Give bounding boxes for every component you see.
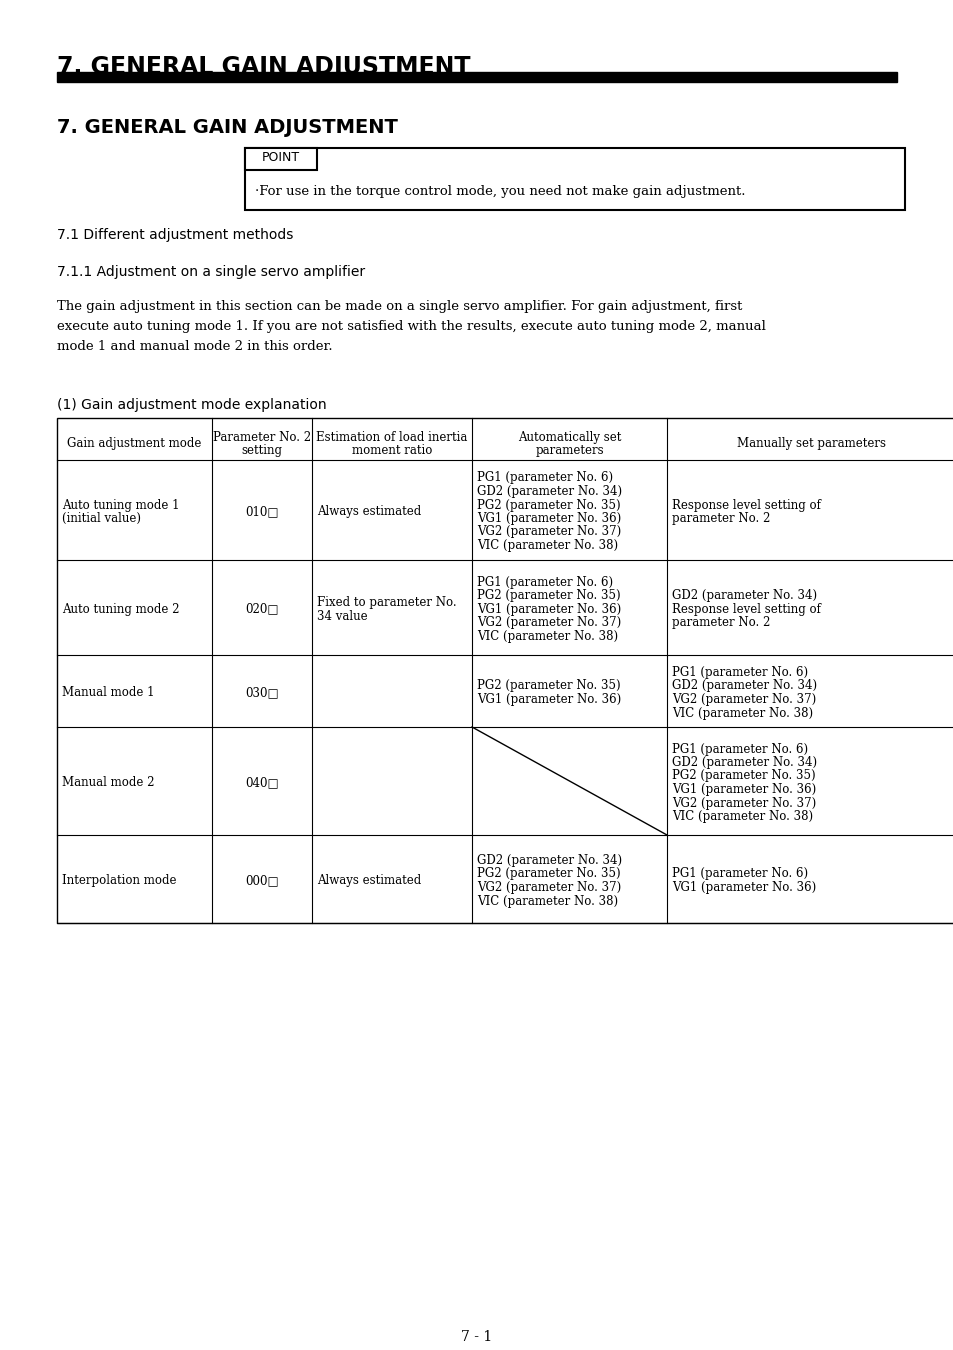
Text: parameters: parameters	[535, 444, 603, 458]
Text: VG1 (parameter No. 36): VG1 (parameter No. 36)	[476, 602, 620, 616]
Text: Response level setting of: Response level setting of	[671, 498, 820, 512]
Text: VG2 (parameter No. 37): VG2 (parameter No. 37)	[476, 616, 620, 629]
Text: Manually set parameters: Manually set parameters	[737, 437, 885, 451]
Text: 7. GENERAL GAIN ADJUSTMENT: 7. GENERAL GAIN ADJUSTMENT	[57, 117, 397, 136]
Text: Parameter No. 2: Parameter No. 2	[213, 431, 311, 444]
Bar	[57, 418, 953, 923]
Text: 7.1 Different adjustment methods: 7.1 Different adjustment methods	[57, 228, 294, 242]
Text: parameter No. 2: parameter No. 2	[671, 512, 770, 525]
Text: 7.1.1 Adjustment on a single servo amplifier: 7.1.1 Adjustment on a single servo ampli…	[57, 265, 365, 279]
Text: Always estimated: Always estimated	[316, 505, 421, 518]
Text: (1) Gain adjustment mode explanation: (1) Gain adjustment mode explanation	[57, 398, 326, 412]
Text: 030□: 030□	[245, 686, 278, 699]
Text: Auto tuning mode 1: Auto tuning mode 1	[62, 498, 179, 512]
Text: PG2 (parameter No. 35): PG2 (parameter No. 35)	[476, 498, 620, 512]
Text: VG1 (parameter No. 36): VG1 (parameter No. 36)	[476, 512, 620, 525]
Text: moment ratio: moment ratio	[352, 444, 432, 458]
Text: VIC (parameter No. 38): VIC (parameter No. 38)	[671, 706, 812, 720]
Text: GD2 (parameter No. 34): GD2 (parameter No. 34)	[476, 855, 621, 867]
Text: GD2 (parameter No. 34): GD2 (parameter No. 34)	[476, 485, 621, 498]
Text: 020□: 020□	[245, 602, 278, 616]
Text: 040□: 040□	[245, 776, 278, 790]
Text: Always estimated: Always estimated	[316, 875, 421, 887]
Text: execute auto tuning mode 1. If you are not satisfied with the results, execute a: execute auto tuning mode 1. If you are n…	[57, 320, 765, 333]
Text: VG2 (parameter No. 37): VG2 (parameter No. 37)	[671, 796, 816, 810]
Text: parameter No. 2: parameter No. 2	[671, 616, 770, 629]
Text: Manual mode 1: Manual mode 1	[62, 686, 154, 699]
Text: VG1 (parameter No. 36): VG1 (parameter No. 36)	[671, 882, 816, 894]
Text: VIC (parameter No. 38): VIC (parameter No. 38)	[476, 895, 618, 907]
Text: VG1 (parameter No. 36): VG1 (parameter No. 36)	[671, 783, 816, 796]
Text: Estimation of load inertia: Estimation of load inertia	[316, 431, 467, 444]
Text: VG2 (parameter No. 37): VG2 (parameter No. 37)	[476, 882, 620, 894]
Text: VG2 (parameter No. 37): VG2 (parameter No. 37)	[476, 525, 620, 539]
Text: GD2 (parameter No. 34): GD2 (parameter No. 34)	[671, 679, 817, 693]
Text: The gain adjustment in this section can be made on a single servo amplifier. For: The gain adjustment in this section can …	[57, 300, 741, 313]
Text: PG2 (parameter No. 35): PG2 (parameter No. 35)	[476, 679, 620, 693]
Text: GD2 (parameter No. 34): GD2 (parameter No. 34)	[671, 756, 817, 770]
Text: VG2 (parameter No. 37): VG2 (parameter No. 37)	[671, 693, 816, 706]
Text: Automatically set: Automatically set	[517, 431, 620, 444]
Text: PG1 (parameter No. 6): PG1 (parameter No. 6)	[671, 868, 807, 880]
Text: PG2 (parameter No. 35): PG2 (parameter No. 35)	[476, 868, 620, 880]
Text: 7. GENERAL GAIN ADJUSTMENT: 7. GENERAL GAIN ADJUSTMENT	[57, 55, 470, 80]
Text: Interpolation mode: Interpolation mode	[62, 875, 176, 887]
Text: 7 - 1: 7 - 1	[461, 1330, 492, 1345]
Text: 34 value: 34 value	[316, 609, 367, 622]
Text: PG1 (parameter No. 6): PG1 (parameter No. 6)	[671, 666, 807, 679]
Text: VG1 (parameter No. 36): VG1 (parameter No. 36)	[476, 693, 620, 706]
Text: 010□: 010□	[245, 505, 278, 518]
Text: Fixed to parameter No.: Fixed to parameter No.	[316, 595, 456, 609]
Text: Auto tuning mode 2: Auto tuning mode 2	[62, 602, 179, 616]
Text: 000□: 000□	[245, 875, 278, 887]
Text: PG2 (parameter No. 35): PG2 (parameter No. 35)	[671, 769, 815, 783]
Text: Gain adjustment mode: Gain adjustment mode	[68, 437, 201, 451]
Text: ·For use in the torque control mode, you need not make gain adjustment.: ·For use in the torque control mode, you…	[254, 185, 744, 198]
Text: VIC (parameter No. 38): VIC (parameter No. 38)	[476, 539, 618, 552]
Text: VIC (parameter No. 38): VIC (parameter No. 38)	[671, 810, 812, 824]
Text: PG1 (parameter No. 6): PG1 (parameter No. 6)	[671, 743, 807, 756]
Text: setting: setting	[241, 444, 282, 458]
Text: POINT: POINT	[262, 151, 300, 163]
Text: Manual mode 2: Manual mode 2	[62, 776, 154, 790]
Bar	[57, 72, 896, 82]
Text: GD2 (parameter No. 34): GD2 (parameter No. 34)	[671, 589, 817, 602]
Text: VIC (parameter No. 38): VIC (parameter No. 38)	[476, 629, 618, 643]
Bar	[245, 148, 904, 211]
Text: PG1 (parameter No. 6): PG1 (parameter No. 6)	[476, 471, 613, 485]
Text: Response level setting of: Response level setting of	[671, 602, 820, 616]
Text: PG2 (parameter No. 35): PG2 (parameter No. 35)	[476, 589, 620, 602]
Text: mode 1 and manual mode 2 in this order.: mode 1 and manual mode 2 in this order.	[57, 340, 333, 352]
Bar	[245, 148, 316, 170]
Text: (initial value): (initial value)	[62, 512, 141, 525]
Text: PG1 (parameter No. 6): PG1 (parameter No. 6)	[476, 575, 613, 589]
